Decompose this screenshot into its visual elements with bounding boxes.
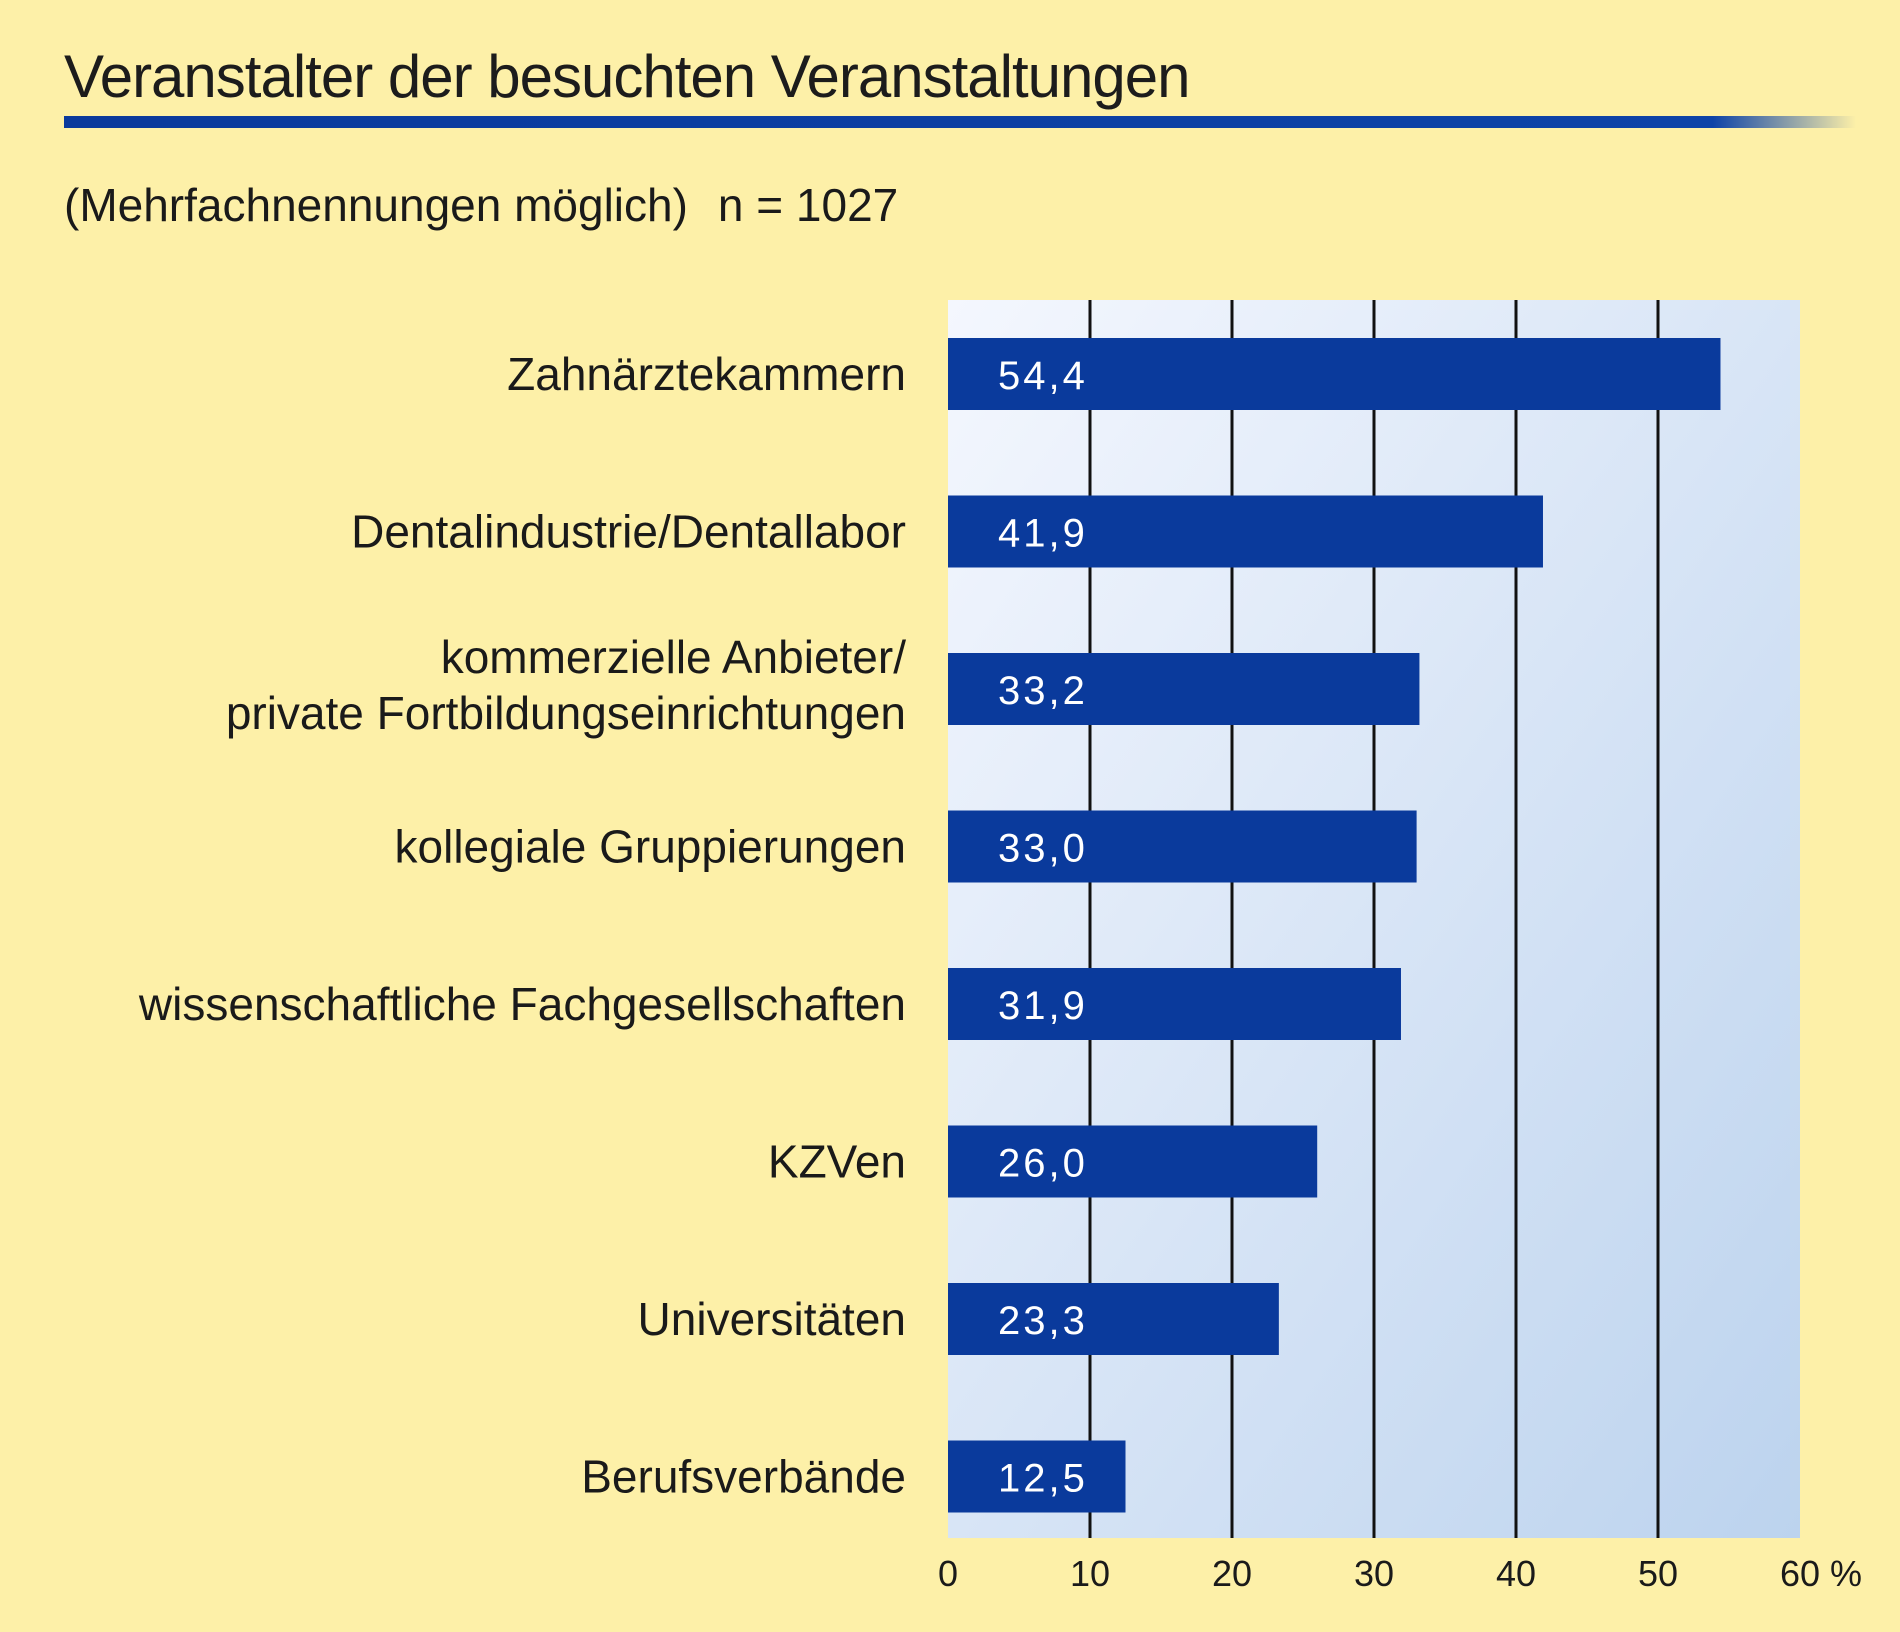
bar-value-label-6: 23,3 [998,1299,1088,1343]
x-tick-label-50: 50 [1638,1553,1678,1594]
category-label-line: Universitäten [638,1293,906,1345]
x-tick-label-20: 20 [1212,1553,1252,1594]
category-label-3: kollegiale Gruppierungen [395,821,906,873]
bar-0 [948,338,1721,410]
category-label-line: kommerzielle Anbieter/ [441,631,907,683]
category-labels: Zahnärztekammern Dentalindustrie/Dentalla… [138,348,906,1503]
category-label-line: kollegiale Gruppierungen [395,821,906,873]
bar-5 [948,1125,1318,1198]
bar-value-label-3: 33,0 [998,827,1088,871]
bar-3 [948,810,1417,883]
x-tick-label-60: 60 [1780,1553,1820,1594]
bars: 54,4 41,9 33,2 33,0 31,9 26,0 23,3 12,5 [948,338,1721,1513]
title-underline [64,116,1856,128]
category-label-2: kommerzielle Anbieter/private Fortbildun… [226,631,906,739]
bar-value-label-1: 41,9 [998,512,1088,556]
bar-value-label-5: 26,0 [998,1142,1088,1186]
category-label-line: wissenschaftliche Fachgesellschaften [138,978,906,1030]
bar-1 [948,495,1543,568]
category-label-1: Dentalindustrie/Dentallabor [351,506,906,558]
sample-size-label: n = 1027 [717,179,899,231]
chart-subtitle: (Mehrfachnennungen möglich) n = 1027 [64,178,898,232]
category-label-line: Dentalindustrie/Dentallabor [351,506,906,558]
bar-6 [948,1283,1279,1355]
x-tick-label-30: 30 [1354,1553,1394,1594]
x-axis-unit: % [1830,1553,1862,1594]
bar-value-label-7: 12,5 [998,1457,1088,1501]
x-axis-ticks: 0 10 20 30 40 50 60% [938,1553,1862,1594]
bar-value-label-0: 54,4 [998,354,1088,398]
category-label-line: KZVen [768,1136,906,1188]
bar-7 [948,1440,1126,1513]
category-label-5: KZVen [768,1136,906,1188]
bar-value-label-4: 31,9 [998,984,1088,1028]
category-label-line: Berufsverbände [581,1451,906,1503]
bar-2 [948,653,1420,725]
x-tick-label-0: 0 [938,1553,958,1594]
x-tick-label-40: 40 [1496,1553,1536,1594]
chart-title: Veranstalter der besuchten Veranstaltung… [64,43,1190,110]
category-label-line: private Fortbildungseinrichtungen [226,687,906,739]
bar-4 [948,968,1401,1040]
category-label-6: Universitäten [638,1293,906,1345]
bar-value-label-2: 33,2 [998,669,1088,713]
category-label-7: Berufsverbände [581,1451,906,1503]
x-tick-label-10: 10 [1070,1553,1110,1594]
category-label-4: wissenschaftliche Fachgesellschaften [138,978,906,1030]
category-label-0: Zahnärztekammern [507,348,906,400]
category-label-line: Zahnärztekammern [507,348,906,400]
subtitle-text: (Mehrfachnennungen möglich) [64,179,688,231]
